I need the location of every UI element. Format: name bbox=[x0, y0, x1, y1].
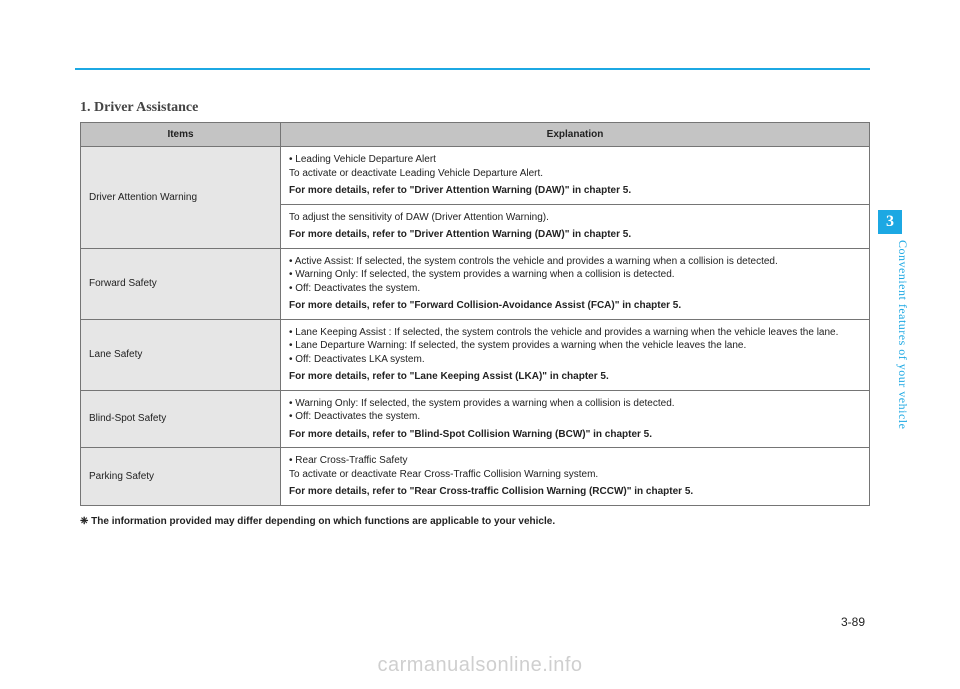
bullet: • Active Assist: If selected, the system… bbox=[289, 255, 861, 269]
table-row: Forward Safety • Active Assist: If selec… bbox=[81, 248, 870, 319]
bullet: • Warning Only: If selected, the system … bbox=[289, 268, 861, 282]
bullet: • Rear Cross-Traffic Safety bbox=[289, 454, 861, 468]
item-cell: Parking Safety bbox=[81, 448, 281, 506]
watermark: carmanualsonline.info bbox=[0, 654, 960, 677]
bold-ref: For more details, refer to "Driver Atten… bbox=[289, 228, 861, 242]
item-cell: Driver Attention Warning bbox=[81, 147, 281, 249]
table-row: Parking Safety • Rear Cross-Traffic Safe… bbox=[81, 448, 870, 506]
chapter-tab: 3 bbox=[878, 210, 902, 234]
item-cell: Forward Safety bbox=[81, 248, 281, 319]
plain-text: To adjust the sensitivity of DAW (Driver… bbox=[289, 211, 861, 225]
bullet: • Lane Departure Warning: If selected, t… bbox=[289, 339, 861, 353]
bullet: • Off: Deactivates the system. bbox=[289, 282, 861, 296]
item-cell: Lane Safety bbox=[81, 319, 281, 390]
plain-text: To activate or deactivate Leading Vehicl… bbox=[289, 167, 861, 181]
table-header-row: Items Explanation bbox=[81, 123, 870, 147]
bullet: • Leading Vehicle Departure Alert bbox=[289, 153, 861, 167]
page-number: 3-89 bbox=[841, 615, 865, 629]
explanation-cell: To adjust the sensitivity of DAW (Driver… bbox=[281, 204, 870, 248]
bold-ref: For more details, refer to "Lane Keeping… bbox=[289, 370, 861, 384]
chapter-side-label: Convenient features of your vehicle bbox=[886, 240, 910, 500]
bullet: • Off: Deactivates LKA system. bbox=[289, 353, 861, 367]
explanation-cell: • Rear Cross-Traffic Safety To activate … bbox=[281, 448, 870, 506]
bold-ref: For more details, refer to "Blind-Spot C… bbox=[289, 428, 861, 442]
bold-ref: For more details, refer to "Rear Cross-t… bbox=[289, 485, 861, 499]
table-row: Lane Safety • Lane Keeping Assist : If s… bbox=[81, 319, 870, 390]
bullet: • Warning Only: If selected, the system … bbox=[289, 397, 861, 411]
footnote: ❈ The information provided may differ de… bbox=[80, 516, 870, 527]
bold-ref: For more details, refer to "Forward Coll… bbox=[289, 299, 861, 313]
page: 1. Driver Assistance Items Explanation D… bbox=[0, 0, 960, 689]
header-rule bbox=[75, 68, 870, 70]
bullet: • Lane Keeping Assist : If selected, the… bbox=[289, 326, 861, 340]
explanation-cell: • Lane Keeping Assist : If selected, the… bbox=[281, 319, 870, 390]
explanation-cell: • Warning Only: If selected, the system … bbox=[281, 390, 870, 448]
explanation-cell: • Leading Vehicle Departure Alert To act… bbox=[281, 147, 870, 205]
section-title: 1. Driver Assistance bbox=[80, 100, 870, 116]
col-explanation: Explanation bbox=[281, 123, 870, 147]
table-row: Driver Attention Warning • Leading Vehic… bbox=[81, 147, 870, 205]
plain-text: To activate or deactivate Rear Cross-Tra… bbox=[289, 468, 861, 482]
col-items: Items bbox=[81, 123, 281, 147]
explanation-cell: • Active Assist: If selected, the system… bbox=[281, 248, 870, 319]
bold-ref: For more details, refer to "Driver Atten… bbox=[289, 184, 861, 198]
item-cell: Blind-Spot Safety bbox=[81, 390, 281, 448]
table-row: Blind-Spot Safety • Warning Only: If sel… bbox=[81, 390, 870, 448]
driver-assistance-table: Items Explanation Driver Attention Warni… bbox=[80, 122, 870, 506]
bullet: • Off: Deactivates the system. bbox=[289, 410, 861, 424]
